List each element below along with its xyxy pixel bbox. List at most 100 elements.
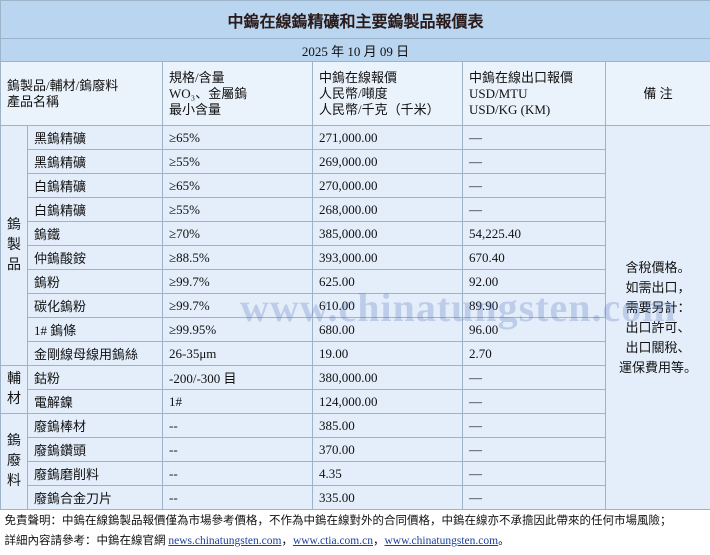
price-usd: — xyxy=(462,413,606,438)
report-date: 2025 年 10 月 09 日 xyxy=(0,38,710,62)
table-row: 鎢製品/輔材/鎢廢料 產品名稱 規格/含量 WO₃、金屬鎢 最小含量 中鎢在線報價 人民幣/… xyxy=(0,61,710,126)
table-row: 鎢製品 黑鎢精礦 ≥65% 271,000.00— 含稅價格。 如需出口， 需要另計： 出口許… xyxy=(0,125,710,510)
column-header: 備 注 xyxy=(604,61,710,126)
product-name: 碳化鎢粉 xyxy=(27,293,163,318)
spec: -- xyxy=(162,485,313,510)
link[interactable]: www.chinatungsten.com xyxy=(384,535,499,547)
price-cny: 610.00 xyxy=(312,293,463,318)
price-cny: 385,000.00 xyxy=(312,221,463,246)
price-cny: 370.00 xyxy=(312,437,463,462)
table-row: 仲鎢酸銨 ≥88.5% 393,000.00 670.40 xyxy=(1,245,710,270)
remark-line: 出口許可、 xyxy=(625,319,691,335)
group-label-text: 鎢製品 xyxy=(7,217,21,273)
spec: -- xyxy=(162,461,313,486)
spec: ≥88.5% xyxy=(162,245,313,270)
remark-line: 含稅價格。 xyxy=(625,259,691,275)
price-usd: — xyxy=(462,125,606,150)
column-header: 鎢製品/輔材/鎢廢料 產品名稱 xyxy=(0,61,163,126)
spec: ≥99.95% xyxy=(162,317,313,342)
spec: -- xyxy=(162,437,313,462)
product-name: 電解鎳 xyxy=(27,389,163,414)
header-line: 人民幣/千克（千米） xyxy=(319,101,440,117)
table-row: 電解鎳 1# 124,000.00— xyxy=(1,389,710,414)
price-cny: 385.00 xyxy=(312,413,463,438)
product-name: 廢鎢鑽頭 xyxy=(27,437,163,462)
price-usd: — xyxy=(462,389,606,414)
reference-prefix: 詳細內容請參考：中鎢在線官網 xyxy=(4,535,166,547)
price-cny: 625.00 xyxy=(312,269,463,294)
table-row: 免責聲明：中鎢在線鎢製品報價僅為市場參考價格，不作為中鎢在線對外的合同價格，中鎢… xyxy=(0,509,710,552)
product-name: 黑鎢精礦 xyxy=(27,125,163,150)
price-cny: 380,000.00 xyxy=(312,365,463,390)
product-name: 廢鎢棒材 xyxy=(27,413,163,438)
link[interactable]: www.ctia.com.cn xyxy=(292,535,373,547)
spec: ≥55% xyxy=(162,197,313,222)
price-usd: 2.70 xyxy=(462,341,606,366)
link[interactable]: news.chinatungsten.com xyxy=(168,535,282,547)
end-mark: 。 xyxy=(498,535,510,547)
column-header: 規格/含量 WO₃、金屬鎢 最小含量 xyxy=(162,61,313,126)
price-usd: — xyxy=(462,461,606,486)
group-label-text: 輔材 xyxy=(7,371,21,407)
price-usd: — xyxy=(462,437,606,462)
price-cny: 268,000.00 xyxy=(312,197,463,222)
price-usd: — xyxy=(462,149,606,174)
spec: ≥65% xyxy=(162,125,313,150)
price-cny: 19.00 xyxy=(312,341,463,366)
product-name: 廢鎢合金刀片 xyxy=(27,485,163,510)
table-row: 鎢粉 ≥99.7% 625.00 92.00 xyxy=(1,269,710,294)
spec: ≥55% xyxy=(162,149,313,174)
price-cny: 4.35 xyxy=(312,461,463,486)
table-row: 白鎢精礦 ≥55% 268,000.00— xyxy=(1,197,710,222)
remark-line: 運保費用等。 xyxy=(619,359,698,375)
header-line: USD/MTU xyxy=(469,85,528,101)
header-line: 產品名稱 xyxy=(7,93,60,109)
table-row: 金剛線母線用鎢絲 26-35μm 19.00 2.70 xyxy=(1,341,710,366)
price-usd: 670.40 xyxy=(462,245,606,270)
price-usd: 89.90 xyxy=(462,293,606,318)
spec: 1# xyxy=(162,389,313,414)
remark-line: 出口關稅、 xyxy=(625,339,691,355)
remark-line: 需要另計： xyxy=(625,299,691,315)
header-line: 備 注 xyxy=(643,85,673,101)
price-cny: 270,000.00 xyxy=(312,173,463,198)
header-line: WO₃、金屬鎢 xyxy=(169,85,248,101)
footer: 免責聲明：中鎢在線鎢製品報價僅為市場參考價格，不作為中鎢在線對外的合同價格，中鎢… xyxy=(0,509,710,552)
product-name: 白鎢精礦 xyxy=(27,197,163,222)
price-cny: 393,000.00 xyxy=(312,245,463,270)
table-row: 鎢鐵 ≥70% 385,000.00 54,225.40 xyxy=(1,221,710,246)
header-line: 規格/含量 xyxy=(169,69,225,85)
table-row: 輔材 鈷粉 -200/-300 目 380,000.00— xyxy=(0,365,710,414)
table-row: 2025 年 10 月 09 日 xyxy=(0,38,710,62)
price-cny: 271,000.00 xyxy=(312,125,463,150)
header-line: USD/KG (KM) xyxy=(469,101,551,117)
table-row: 廢鎢鑽頭 -- 370.00— xyxy=(1,437,710,462)
product-name: 白鎢精礦 xyxy=(27,173,163,198)
table-row: 1# 鎢條 ≥99.95% 680.00 96.00 xyxy=(1,317,710,342)
reference: 詳細內容請參考：中鎢在線官網 news.chinatungsten.com，ww… xyxy=(5,531,707,551)
product-name: 黑鎢精礦 xyxy=(27,149,163,174)
table-row: 中鎢在線鎢精礦和主要鎢製品報價表 xyxy=(0,0,710,39)
spec: ≥99.7% xyxy=(162,269,313,294)
spec: -200/-300 目 xyxy=(162,365,313,390)
disclaimer: 免責聲明：中鎢在線鎢製品報價僅為市場參考價格，不作為中鎢在線對外的合同價格，中鎢… xyxy=(4,515,672,527)
price-usd: 92.00 xyxy=(462,269,606,294)
table-row: 廢鎢合金刀片 -- 335.00— xyxy=(1,485,710,510)
price-usd: 96.00 xyxy=(462,317,606,342)
table-row: 碳化鎢粉 ≥99.7% 610.00 89.90 xyxy=(1,293,710,318)
price-usd: — xyxy=(462,485,606,510)
remark: 含稅價格。如需出口， 需要另計： 出口許可、出口關稅、運保費用等。 xyxy=(604,125,710,510)
price-usd: 54,225.40 xyxy=(462,221,606,246)
price-cny: 335.00 xyxy=(312,485,463,510)
product-name: 1# 鎢條 xyxy=(27,317,163,342)
product-name: 鎢鐵 xyxy=(27,221,163,246)
product-name: 金剛線母線用鎢絲 xyxy=(27,341,163,366)
column-header: 中鎢在線出口報價 USD/MTU USD/KG (KM) xyxy=(462,61,606,126)
product-name: 廢鎢磨削料 xyxy=(27,461,163,486)
spec: -- xyxy=(162,413,313,438)
table-row: 白鎢精礦 ≥65% 270,000.00— xyxy=(1,173,710,198)
price-usd: — xyxy=(462,173,606,198)
remark-line: 如需出口， xyxy=(625,279,691,295)
